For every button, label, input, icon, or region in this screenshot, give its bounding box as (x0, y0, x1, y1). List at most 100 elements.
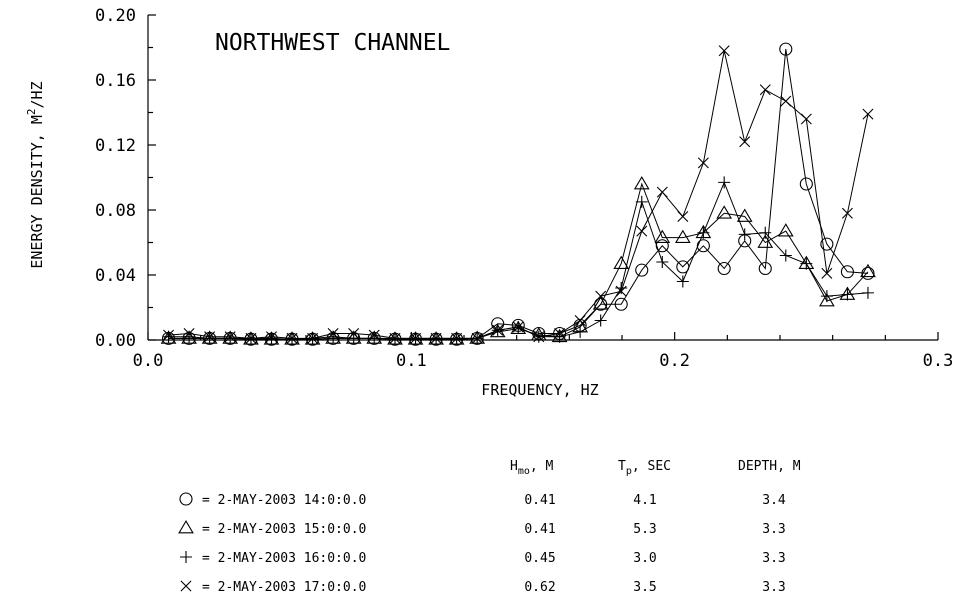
x-tick-label: 0.1 (396, 351, 427, 371)
series-line (168, 182, 869, 340)
x-axis-title: FREQUENCY, HZ (481, 381, 598, 399)
tick-labels: 0.00 0.04 0.08 0.12 0.16 0.20 0.0 0.1 0.2 0.3 (95, 6, 953, 371)
legend-hmo: 0.41 (524, 493, 555, 508)
legend-marker-shape (178, 520, 194, 534)
data-point (635, 195, 648, 208)
data-point (245, 332, 257, 344)
data-point (861, 286, 874, 299)
data-point (696, 239, 710, 253)
data-point (163, 329, 175, 341)
x-tick-label: 0.3 (923, 351, 954, 371)
data-point (492, 324, 504, 336)
y-tick-label: 0.00 (95, 331, 136, 351)
legend-marker-shape (180, 551, 192, 563)
data-point (615, 285, 627, 297)
legend-row: = 2-MAY-2003 16:0:0.0 0.45 3.0 3.3 (180, 551, 786, 566)
legend-depth: 3.3 (762, 551, 785, 566)
data-point (677, 211, 689, 222)
legend-hmo: 0.62 (524, 580, 555, 595)
data-point (800, 257, 813, 270)
header-hmo-unit: , M (530, 459, 554, 474)
data-point (780, 95, 792, 107)
header-tp-t: T (618, 459, 626, 474)
y-axis-title-sup: 2 (25, 108, 38, 115)
data-point (821, 267, 833, 279)
data-point (636, 225, 648, 237)
data-point (676, 275, 689, 288)
legend-row: = 2-MAY-2003 14:0:0.0 0.41 4.1 3.4 (179, 492, 786, 508)
data-point (554, 328, 566, 339)
legend-depth: 3.3 (762, 580, 785, 595)
data-point (286, 333, 299, 346)
data-point (574, 325, 587, 338)
y-axis-title: ENERGY DENSITY, M2/HZ (25, 81, 46, 268)
data-point (451, 332, 463, 344)
data-point (861, 266, 875, 280)
data-point (819, 293, 835, 307)
y-tick-label: 0.08 (95, 201, 136, 221)
data-point (656, 186, 668, 198)
data-point (820, 290, 833, 303)
data-point (635, 263, 649, 277)
data-point (614, 297, 628, 311)
data-point (716, 205, 733, 219)
data-point (739, 136, 751, 148)
legend-marker-shape (180, 580, 192, 592)
y-axis-title-tail: /HZ (28, 81, 46, 108)
data-point (840, 265, 854, 279)
ticks (147, 14, 939, 341)
data-point (738, 228, 751, 241)
data-point (718, 176, 731, 189)
legend-label: = 2-MAY-2003 14:0:0.0 (202, 493, 366, 508)
data-point (592, 296, 609, 310)
legend-marker-cross-icon (180, 580, 192, 592)
data-point (779, 249, 792, 262)
x-tick-label: 0.2 (659, 351, 690, 371)
data-point (799, 177, 813, 191)
data-point (759, 84, 771, 96)
header-hmo-sub: mo (518, 466, 530, 477)
data-point (759, 226, 772, 239)
legend-tp: 5.3 (633, 522, 656, 537)
legend-tp: 3.5 (633, 580, 656, 595)
data-point (595, 290, 607, 302)
y-tick-label: 0.04 (95, 266, 136, 286)
axes (147, 15, 938, 341)
data-point (368, 329, 380, 341)
legend-hmo: 0.41 (524, 522, 555, 537)
data-point (410, 332, 422, 344)
data-point (183, 330, 196, 343)
data-point (348, 328, 360, 339)
y-tick-label: 0.12 (95, 136, 136, 156)
data-point (307, 332, 319, 344)
legend-marker-circle-icon (179, 492, 193, 506)
legend-hmo: 0.45 (524, 551, 555, 566)
data-point (162, 330, 175, 343)
legend-label: = 2-MAY-2003 16:0:0.0 (202, 551, 366, 566)
data-point (594, 314, 607, 327)
data-point (674, 229, 691, 244)
data-point (860, 263, 876, 278)
legend-row: = 2-MAY-2003 15:0:0.0 0.41 5.3 3.3 (178, 520, 786, 537)
data-point (820, 237, 834, 251)
data-point (654, 229, 671, 244)
chart-title: NORTHWEST CHANNEL (215, 30, 450, 56)
data-point (533, 331, 545, 343)
data-point (286, 332, 298, 344)
data-point (160, 330, 177, 344)
series-line (168, 181, 869, 340)
series-cross (163, 45, 874, 344)
header-tp-sub: p (626, 466, 632, 477)
legend-headers: Hmo, M Tp, SEC DEPTH, M (510, 459, 801, 477)
data-point (327, 330, 340, 343)
data-point (736, 208, 753, 222)
data-point (203, 332, 216, 345)
series-layer (160, 42, 876, 346)
data-point (697, 157, 709, 169)
data-point (777, 223, 794, 237)
data-point (633, 176, 650, 190)
y-tick-label: 0.16 (95, 71, 136, 91)
data-point (512, 321, 524, 333)
data-point (717, 261, 731, 276)
